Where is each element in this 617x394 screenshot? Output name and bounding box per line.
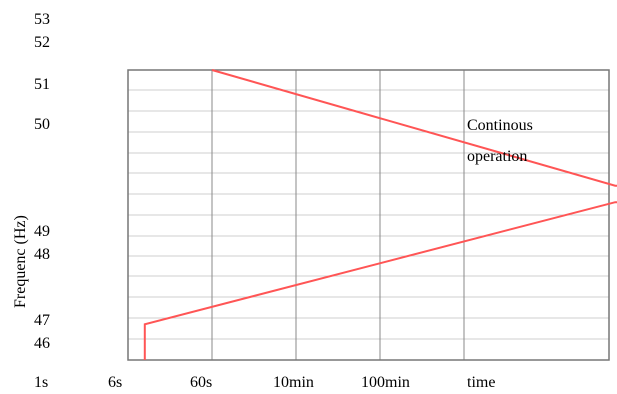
annotation-line-1: Continous [467,117,533,134]
x-tick-label-100min: 100min [361,374,410,391]
annotation-line-2: operation [467,148,527,165]
y-tick-label-53: 53 [34,11,50,28]
series-layer [143,69,617,360]
y-tick-label-49: 49 [34,223,50,240]
y-axis-label: Frequenc (Hz) [12,215,29,308]
series-line-0 [211,69,617,187]
x-tick-label-time: time [467,374,495,391]
x-tick-label-60s: 60s [190,374,212,391]
x-tick-label-6s: 6s [108,374,122,391]
x-tick-label-10min: 10min [273,374,314,391]
y-tick-label-47: 47 [34,312,50,329]
y-tick-label-46: 46 [34,335,50,352]
y-tick-label-52: 52 [34,34,50,51]
plot-border [127,69,610,361]
series-line-1 [143,201,617,360]
y-tick-label-51: 51 [34,76,50,93]
y-tick-label-48: 48 [34,246,50,263]
chart-grid [128,70,609,360]
y-tick-label-50: 50 [34,116,50,133]
x-tick-label-1s: 1s [34,374,48,391]
